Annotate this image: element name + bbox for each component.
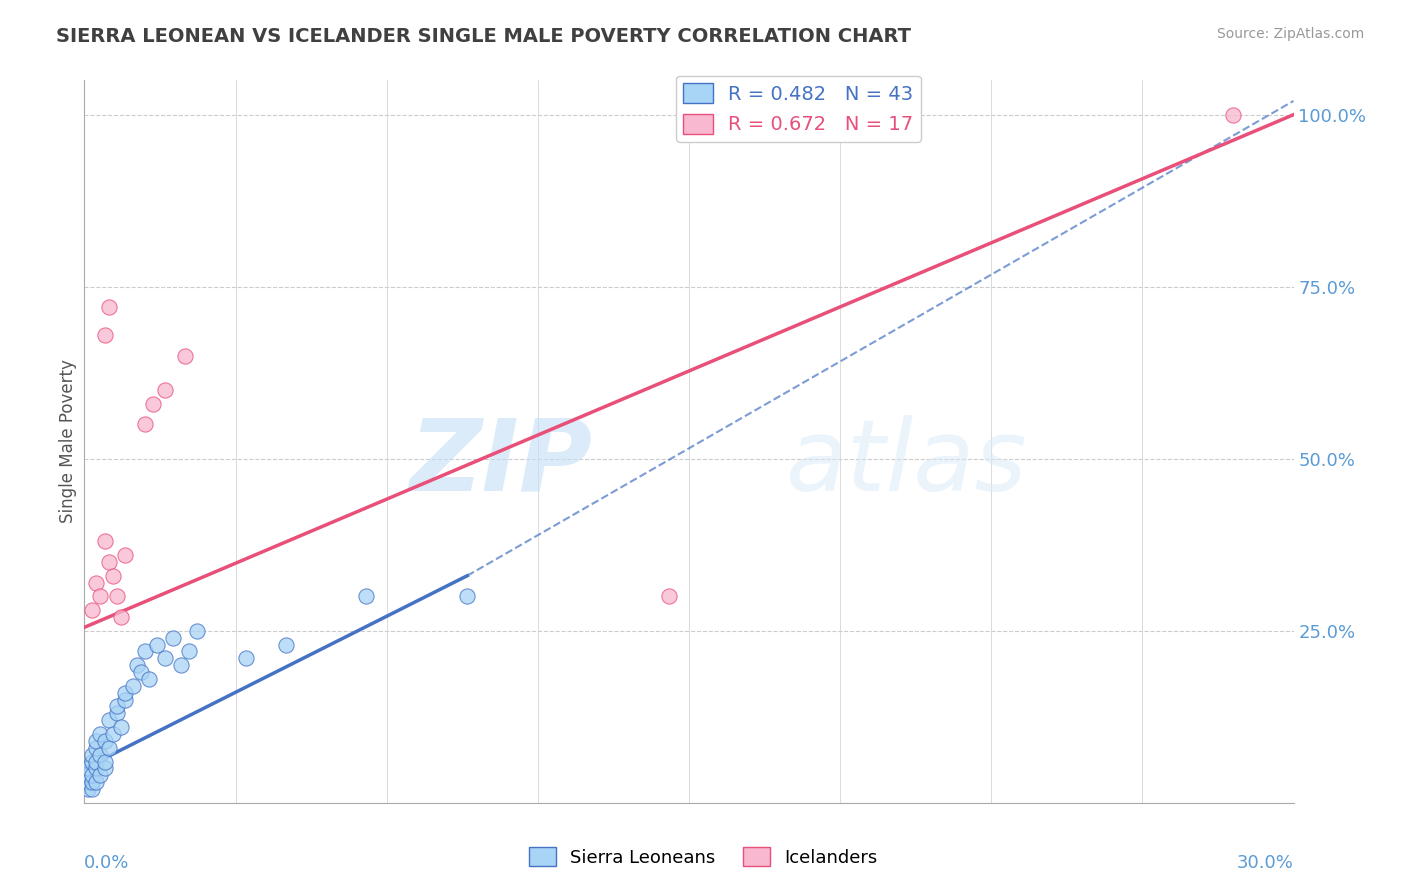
Point xyxy=(134,644,156,658)
Point xyxy=(110,720,132,734)
Point xyxy=(105,706,128,721)
Point xyxy=(105,590,128,604)
Text: 0.0%: 0.0% xyxy=(84,855,129,872)
Point xyxy=(77,782,100,797)
Point xyxy=(86,775,108,789)
Point xyxy=(93,734,115,748)
Point xyxy=(235,651,257,665)
Point xyxy=(97,740,120,755)
Point xyxy=(89,768,111,782)
Point xyxy=(146,638,169,652)
Point xyxy=(105,699,128,714)
Point xyxy=(89,590,111,604)
Point xyxy=(89,747,111,762)
Legend: Sierra Leoneans, Icelanders: Sierra Leoneans, Icelanders xyxy=(522,840,884,874)
Point xyxy=(153,651,176,665)
Point xyxy=(97,555,120,569)
Point xyxy=(77,775,100,789)
Point xyxy=(97,713,120,727)
Point xyxy=(134,417,156,432)
Y-axis label: Single Male Poverty: Single Male Poverty xyxy=(59,359,77,524)
Point xyxy=(82,755,104,769)
Point xyxy=(110,610,132,624)
Point xyxy=(1222,108,1244,122)
Point xyxy=(114,692,136,706)
Point xyxy=(114,548,136,562)
Point xyxy=(82,747,104,762)
Point xyxy=(456,590,478,604)
Point xyxy=(86,755,108,769)
Point xyxy=(101,568,124,582)
Point xyxy=(82,782,104,797)
Legend: R = 0.482   N = 43, R = 0.672   N = 17: R = 0.482 N = 43, R = 0.672 N = 17 xyxy=(676,76,921,142)
Text: atlas: atlas xyxy=(786,415,1028,512)
Point xyxy=(93,534,115,549)
Point xyxy=(86,575,108,590)
Point xyxy=(274,638,297,652)
Point xyxy=(186,624,208,638)
Point xyxy=(77,768,100,782)
Point xyxy=(93,755,115,769)
Text: SIERRA LEONEAN VS ICELANDER SINGLE MALE POVERTY CORRELATION CHART: SIERRA LEONEAN VS ICELANDER SINGLE MALE … xyxy=(56,27,911,45)
Point xyxy=(356,590,378,604)
Point xyxy=(162,631,184,645)
Point xyxy=(153,383,176,397)
Point xyxy=(142,397,165,411)
Point xyxy=(125,658,148,673)
Point xyxy=(114,686,136,700)
Point xyxy=(82,768,104,782)
Point xyxy=(82,603,104,617)
Text: ZIP: ZIP xyxy=(409,415,592,512)
Point xyxy=(86,761,108,775)
Text: Source: ZipAtlas.com: Source: ZipAtlas.com xyxy=(1216,27,1364,41)
Point xyxy=(179,644,201,658)
Point xyxy=(93,327,115,342)
Point xyxy=(101,727,124,741)
Text: 30.0%: 30.0% xyxy=(1237,855,1294,872)
Point xyxy=(174,349,197,363)
Point xyxy=(170,658,193,673)
Point xyxy=(82,775,104,789)
Point xyxy=(138,672,160,686)
Point xyxy=(658,590,681,604)
Point xyxy=(129,665,152,679)
Point xyxy=(93,761,115,775)
Point xyxy=(121,679,143,693)
Point xyxy=(97,301,120,315)
Point xyxy=(77,761,100,775)
Point xyxy=(86,740,108,755)
Point xyxy=(89,727,111,741)
Point xyxy=(86,734,108,748)
